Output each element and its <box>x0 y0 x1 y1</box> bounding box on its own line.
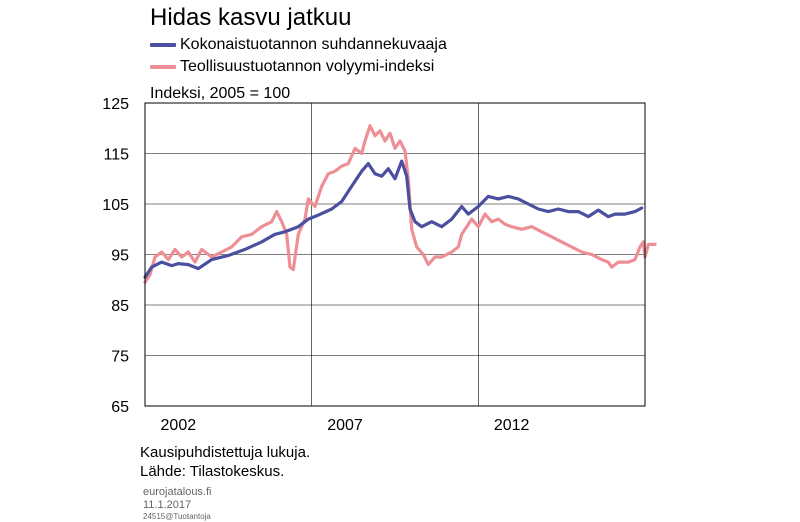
chart-title: Hidas kasvu jatkuu <box>150 4 352 31</box>
x-tick-label: 2002 <box>161 417 197 434</box>
y-tick-label: 115 <box>103 147 129 164</box>
legend-item-gdp: Kokonaistuotannon suhdannekuvaaja <box>150 36 447 54</box>
y-axis: 65 75 85 95 105 115 125 <box>102 96 129 416</box>
y-tick-label: 105 <box>102 197 129 214</box>
note-source: Lähde: Tilastokeskus. <box>140 463 285 480</box>
note-seasonally-adjusted: Kausipuhdistettuja lukuja. <box>140 444 311 461</box>
chart-code: 24515@Tuotantoja <box>143 512 211 521</box>
series-line-1 <box>143 124 657 284</box>
x-tick-label: 2007 <box>327 417 363 434</box>
y-tick-label: 125 <box>102 96 129 113</box>
plot-frame <box>144 102 646 407</box>
x-axis: 2002 2007 2012 <box>161 417 530 434</box>
legend-label-industry: Teollisuustuotannon volyymi-indeksi <box>180 58 435 75</box>
publish-date: 11.1.2017 <box>143 499 192 511</box>
y-tick-label: 75 <box>111 349 129 366</box>
unit-label: Indeksi, 2005 = 100 <box>150 85 291 102</box>
source-site: eurojatalous.fi <box>143 486 212 498</box>
chart-series <box>143 124 657 284</box>
y-tick-label: 95 <box>111 248 129 265</box>
y-tick-label: 85 <box>111 298 129 315</box>
series-line-0 <box>143 159 644 279</box>
y-tick-label: 65 <box>111 399 129 416</box>
legend-swatch-industry <box>150 65 176 69</box>
chart-grid <box>145 103 645 406</box>
legend-swatch-gdp <box>150 43 176 47</box>
x-tick-label: 2012 <box>494 417 530 434</box>
legend-label-gdp: Kokonaistuotannon suhdannekuvaaja <box>180 36 447 53</box>
legend-item-industry: Teollisuustuotannon volyymi-indeksi <box>150 58 434 76</box>
